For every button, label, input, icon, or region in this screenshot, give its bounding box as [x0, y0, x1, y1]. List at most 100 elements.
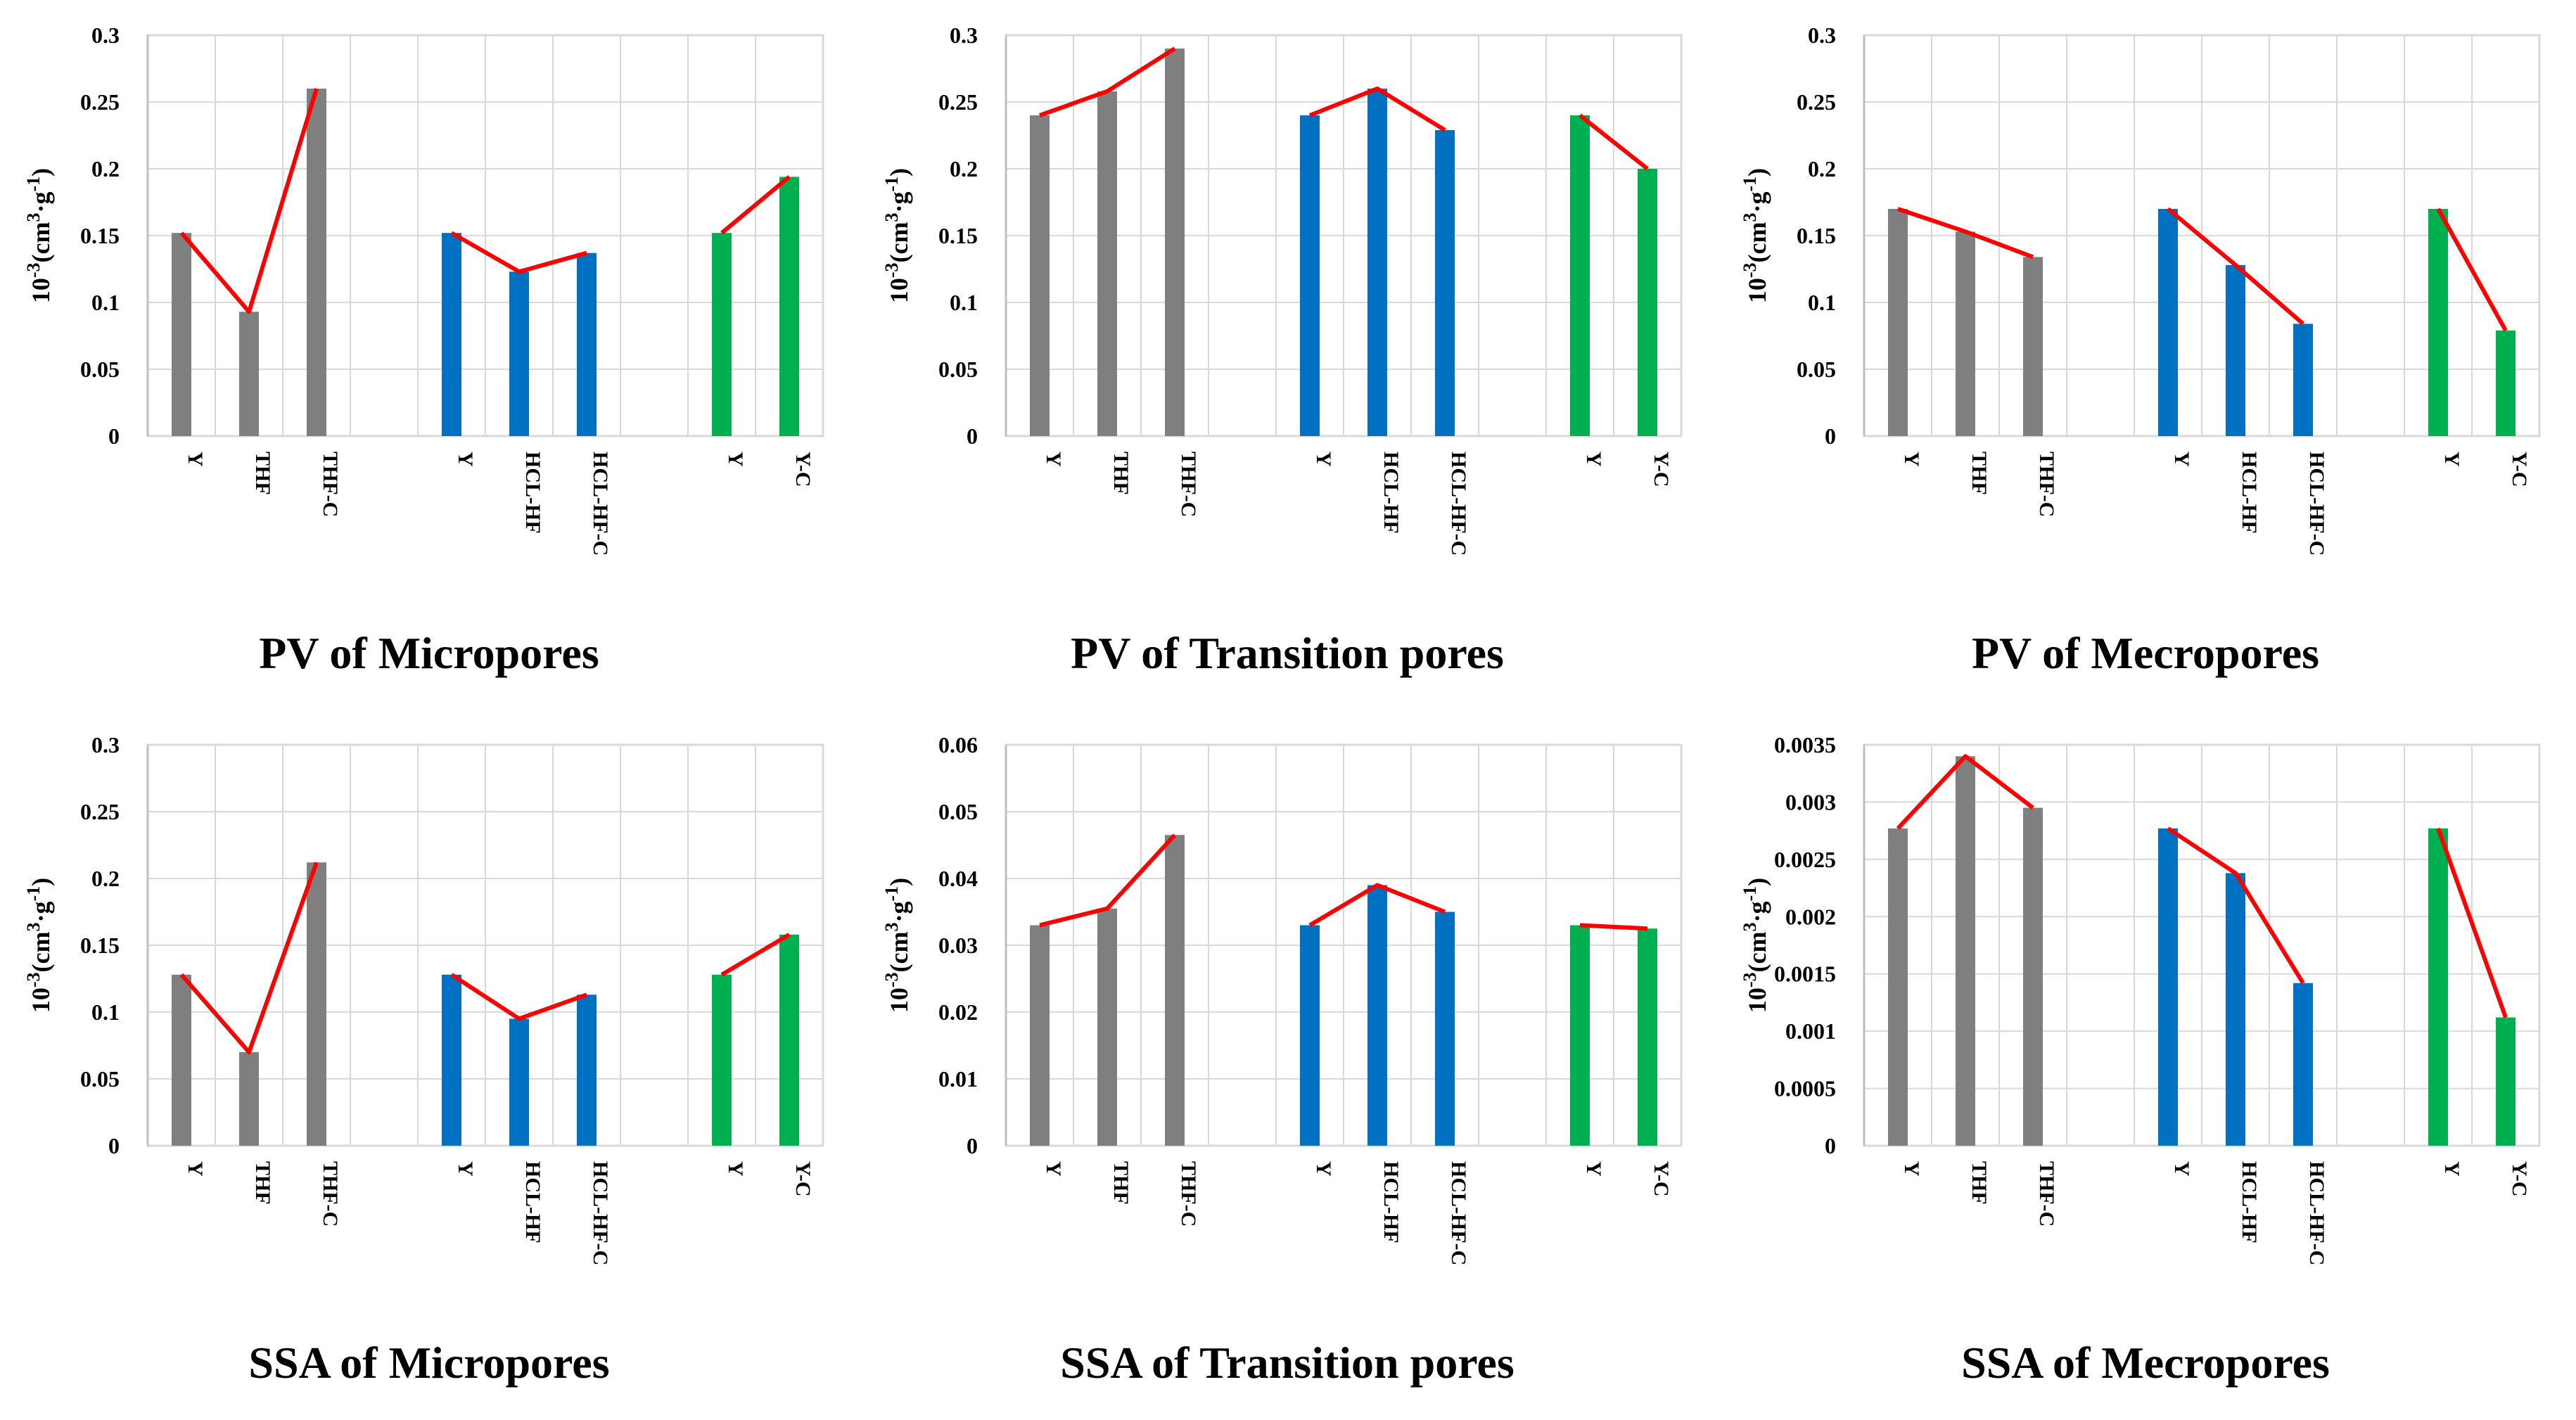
y-tick-label: 0.25 [80, 799, 120, 824]
bar-y [1570, 115, 1590, 436]
bar-hcl-hf-c [1435, 129, 1455, 436]
x-tick-label: HCL-HF-C [589, 1161, 612, 1265]
x-tick-label: HCL-HF-C [1447, 1161, 1470, 1265]
y-tick-label: 0.3 [1808, 23, 1836, 48]
y-tick-label: 0 [967, 1133, 978, 1158]
trend-line [2167, 207, 2304, 326]
y-tick-label: 0.1 [91, 999, 120, 1025]
y-tick-label: 0.2 [950, 156, 978, 181]
y-tick-label: 0.15 [938, 223, 978, 248]
trend-line [2436, 207, 2508, 332]
y-tick-label: 0.3 [91, 23, 120, 48]
chart-ssa-transition-pores: 0 0.01 0.02 0.03 0.04 0.05 0.06 Y THF THF-C Y HCL-H… [881, 732, 1683, 1388]
bar-thf-c [1165, 835, 1185, 1146]
bar-y [2428, 209, 2448, 436]
bar-y [1888, 209, 1908, 436]
x-tick-label: Y [184, 1161, 207, 1177]
x-tick-label: THF [1109, 452, 1133, 495]
y-tick-label: 0.25 [938, 89, 978, 115]
bar-y [1030, 115, 1050, 436]
x-tick-label: THF-C [319, 452, 342, 517]
bar-hcl-hf-c [577, 252, 597, 436]
y-tick-label: 0.05 [80, 357, 120, 382]
trend-line [720, 175, 791, 235]
y-axis-label: 10-3(cm3·g-1) [881, 168, 913, 303]
bar-y-c [779, 934, 799, 1146]
bar-y [1030, 925, 1050, 1146]
bar-hcl-hf [509, 271, 529, 436]
trend-line [450, 973, 588, 1021]
x-tick-label: Y-C [2508, 1161, 2531, 1197]
bar-hcl-hf [1367, 885, 1387, 1146]
bar-thf-c [2023, 807, 2043, 1146]
panel-pv-mecropores: 0 0.05 0.1 0.15 0.2 0.25 0.3 Y THF THF-C Y HCL-HF HC… [1716, 0, 2575, 710]
x-tick-label: Y [1582, 452, 1605, 467]
y-tick-label: 0.15 [80, 223, 120, 248]
y-tick-label: 0 [108, 1133, 120, 1158]
x-tick-label: THF-C [2035, 1161, 2058, 1227]
y-tick-label: 0.0035 [1774, 732, 1836, 757]
y-tick-label: 0.05 [938, 799, 978, 824]
x-tick-label: HCL-HF-C [589, 452, 612, 556]
bar-thf [1097, 908, 1117, 1146]
bar-y [712, 974, 732, 1146]
bar-hcl-hf [2226, 264, 2245, 436]
y-tick-label: 0 [1825, 423, 1836, 449]
x-tick-label: Y [1900, 1161, 1923, 1177]
trend-line [720, 933, 791, 977]
x-tick-label: HCL-HF-C [1447, 452, 1470, 556]
x-tick-label: HCL-HF-C [2305, 1161, 2328, 1265]
y-tick-label: 0 [1825, 1133, 1836, 1158]
x-tick-label: HCL-HF [1379, 1161, 1403, 1243]
y-tick-label: 0.2 [1808, 156, 1836, 181]
bar-hcl-hf [1367, 89, 1387, 436]
panel-ssa-micropores: 0 0.05 0.1 0.15 0.2 0.25 0.3 Y THF THF-C Y HCL-HF HC… [0, 710, 858, 1419]
bar-thf [239, 1052, 259, 1146]
bar-thf [1956, 231, 1975, 436]
x-tick-label: THF [1968, 452, 1991, 495]
x-tick-label: HCL-HF [1379, 452, 1403, 534]
bar-y-c [1638, 169, 1657, 436]
y-tick-label: 0.02 [938, 999, 978, 1025]
y-tick-label: 0.25 [80, 89, 120, 115]
trend-line [179, 862, 319, 1054]
y-tick-label: 0.04 [938, 866, 978, 891]
x-tick-label: THF [1109, 1161, 1133, 1205]
bar-y [442, 974, 461, 1146]
x-tick-label: Y [2440, 1161, 2463, 1177]
bar-y [2158, 209, 2178, 436]
chart-pv-mecropores: 0 0.05 0.1 0.15 0.2 0.25 0.3 Y THF THF-C Y HCL-HF HC… [1740, 23, 2541, 678]
x-tick-label: THF [1968, 1161, 1991, 1205]
trend-line [1579, 113, 1649, 171]
trend-line [450, 231, 587, 274]
x-tick-label: Y [724, 1161, 747, 1177]
chart-pv-transition-pores: 0 0.05 0.1 0.15 0.2 0.25 0.3 Y THF THF-C Y HCL-HF HC… [881, 23, 1683, 678]
x-tick-label: Y [1042, 452, 1065, 467]
trend-line [179, 88, 319, 314]
x-tick-label: Y [2170, 1161, 2193, 1177]
bar-thf [1097, 91, 1117, 437]
bar-y [2428, 828, 2448, 1146]
x-tick-label: Y [2440, 452, 2463, 467]
x-tick-label: THF [251, 1161, 274, 1205]
bar-y [442, 233, 461, 436]
bar-y [172, 974, 191, 1146]
panel-title: SSA of Micropores [248, 1338, 609, 1388]
x-tick-label: Y-C [791, 452, 815, 487]
x-tick-label: Y-C [791, 1161, 815, 1197]
x-tick-label: Y [724, 452, 747, 467]
y-tick-label: 0.3 [950, 23, 978, 48]
y-axis-label: 10-3(cm3·g-1) [1740, 878, 1771, 1013]
bar-y-c [2496, 330, 2516, 436]
y-tick-label: 0.2 [91, 156, 120, 181]
bar-hcl-hf [2226, 873, 2245, 1146]
y-axis-label: 10-3(cm3·g-1) [1740, 168, 1771, 303]
bar-y-c [779, 177, 799, 436]
bar-y [1300, 925, 1320, 1146]
y-tick-label: 0.05 [1797, 357, 1836, 382]
chart-ssa-mecropores: 0 0.0005 0.001 0.0015 0.002 0.0025 0.003 0.0035… [1740, 732, 2541, 1388]
x-tick-label: Y [1900, 452, 1923, 467]
trend-line [1039, 833, 1177, 928]
y-tick-label: 0.1 [950, 290, 978, 315]
x-tick-label: Y-C [1650, 452, 1673, 487]
